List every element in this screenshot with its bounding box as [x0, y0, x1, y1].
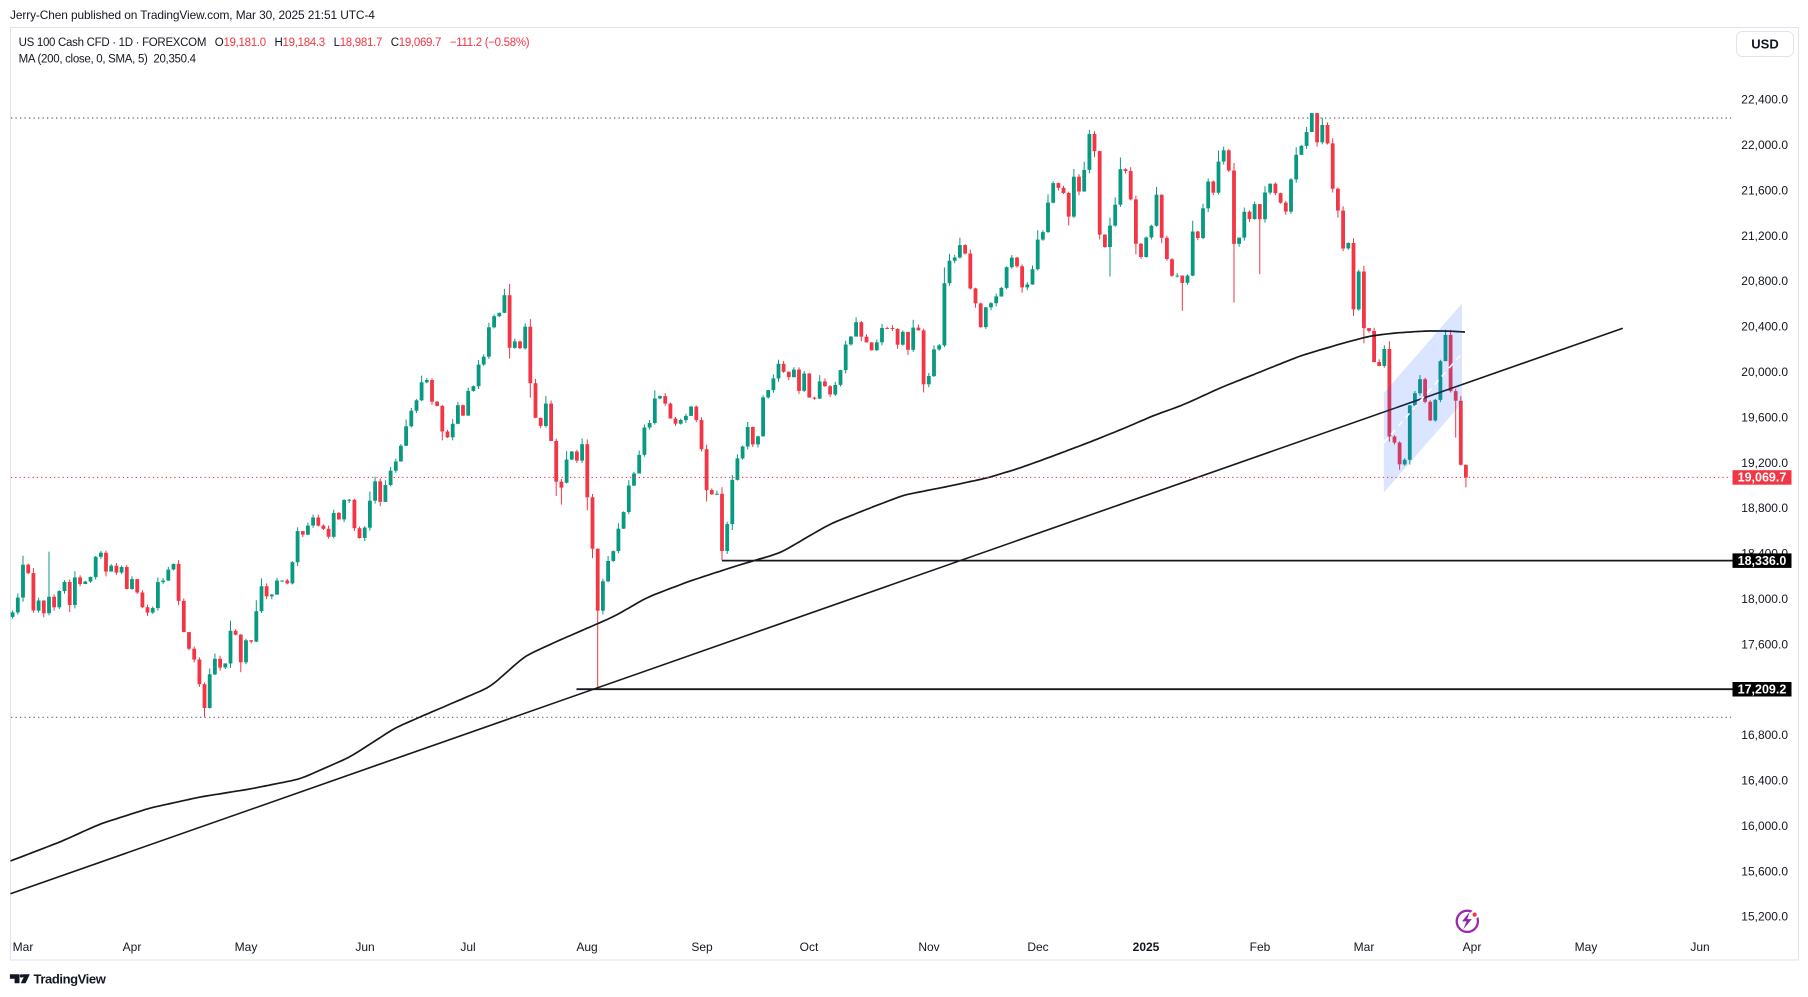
svg-text:US 100 Cash CFD · 1D · FOREXCO: US 100 Cash CFD · 1D · FOREXCOM O19,181.…	[19, 37, 530, 49]
svg-text:18,336.0: 18,336.0	[1738, 554, 1787, 568]
svg-text:Feb: Feb	[1250, 940, 1271, 954]
svg-text:18,800.0: 18,800.0	[1741, 501, 1788, 515]
svg-text:Sep: Sep	[691, 940, 713, 954]
svg-text:20,400.0: 20,400.0	[1741, 320, 1788, 334]
svg-text:22,000.0: 22,000.0	[1741, 138, 1788, 152]
svg-text:Mar: Mar	[13, 940, 34, 954]
svg-text:Aug: Aug	[576, 940, 597, 954]
svg-text:15,200.0: 15,200.0	[1741, 910, 1788, 924]
svg-text:Oct: Oct	[800, 940, 819, 954]
svg-text:Jul: Jul	[460, 940, 475, 954]
svg-text:Jun: Jun	[355, 940, 374, 954]
svg-text:21,600.0: 21,600.0	[1741, 184, 1788, 198]
svg-text:Jerry-Chen published on Tradin: Jerry-Chen published on TradingView.com,…	[10, 8, 375, 22]
svg-text:20,800.0: 20,800.0	[1741, 274, 1788, 288]
svg-text:MA (200, close, 0, SMA, 5) 20: MA (200, close, 0, SMA, 5) 20,350.4	[19, 54, 197, 66]
svg-text:15,600.0: 15,600.0	[1741, 864, 1788, 878]
svg-text:19,200.0: 19,200.0	[1741, 456, 1788, 470]
svg-text:19,069.7: 19,069.7	[1738, 471, 1787, 485]
svg-text:Nov: Nov	[918, 940, 939, 954]
svg-text:May: May	[1575, 940, 1598, 954]
svg-text:USD: USD	[1751, 37, 1778, 52]
svg-text:16,400.0: 16,400.0	[1741, 774, 1788, 788]
svg-text:16,000.0: 16,000.0	[1741, 819, 1788, 833]
svg-text:18,000.0: 18,000.0	[1741, 592, 1788, 606]
svg-text:Apr: Apr	[1463, 940, 1482, 954]
svg-text:Dec: Dec	[1027, 940, 1048, 954]
svg-text:17,600.0: 17,600.0	[1741, 637, 1788, 651]
svg-text:22,400.0: 22,400.0	[1741, 93, 1788, 107]
svg-text:TradingView: TradingView	[34, 972, 107, 987]
svg-text:2025: 2025	[1133, 940, 1160, 954]
svg-text:16,800.0: 16,800.0	[1741, 728, 1788, 742]
svg-text:21,200.0: 21,200.0	[1741, 229, 1788, 243]
svg-text:17,209.2: 17,209.2	[1738, 683, 1787, 697]
svg-text:19,600.0: 19,600.0	[1741, 410, 1788, 424]
svg-text:Mar: Mar	[1354, 940, 1375, 954]
svg-text:Apr: Apr	[123, 940, 142, 954]
svg-text:20,000.0: 20,000.0	[1741, 365, 1788, 379]
svg-text:Jun: Jun	[1690, 940, 1709, 954]
svg-text:May: May	[235, 940, 258, 954]
